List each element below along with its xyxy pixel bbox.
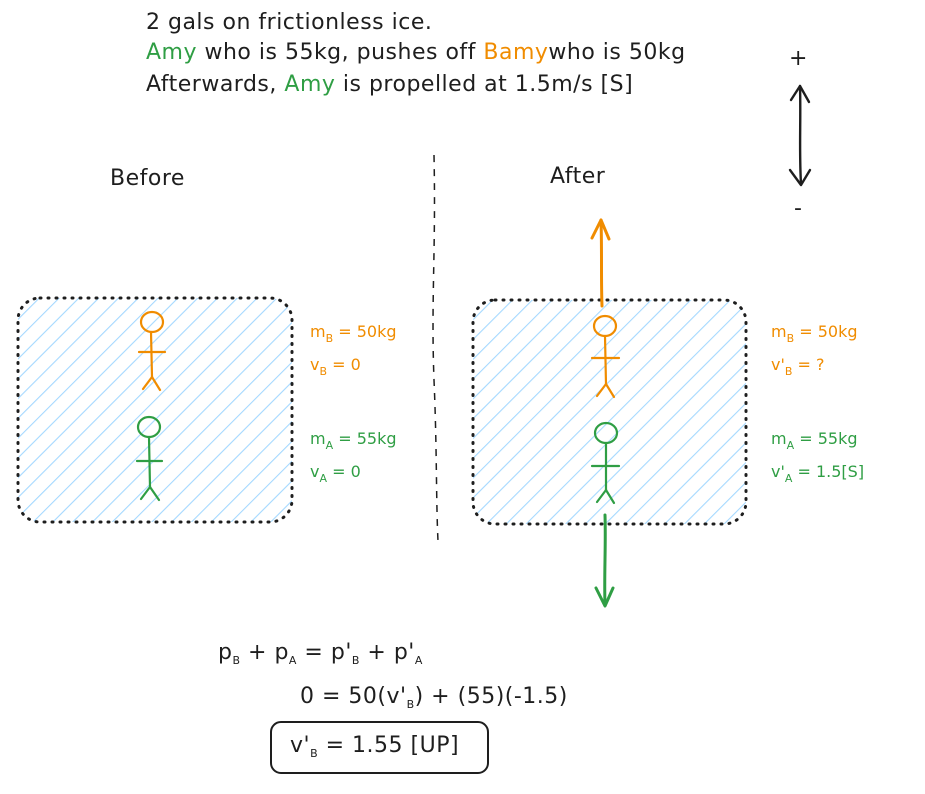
- subscript: A: [784, 472, 793, 485]
- value: = 55kg: [794, 429, 858, 448]
- before-after-divider: [432, 154, 439, 542]
- subscript: A: [288, 654, 297, 667]
- ice-rink-after: [471, 298, 748, 526]
- symbol: v: [310, 355, 320, 374]
- minus-sign: -: [794, 196, 803, 221]
- value: = 0: [327, 462, 361, 481]
- term: v': [290, 733, 311, 758]
- symbol: m: [771, 322, 787, 341]
- subscript: A: [319, 472, 327, 485]
- term: = 1.55 [UP]: [318, 733, 460, 758]
- subscript: A: [786, 439, 795, 452]
- problem-line-2: Amy who is 55kg, pushes off Bamywho is 5…: [146, 40, 686, 65]
- subscript: B: [786, 332, 795, 345]
- after-amy-mass: mA = 55kg: [771, 429, 857, 452]
- symbol: m: [310, 429, 326, 448]
- operator: +: [240, 640, 275, 665]
- before-amy-mass: mA = 55kg: [310, 429, 396, 452]
- before-amy-velocity: vA = 0: [310, 462, 361, 485]
- answer-equation: v'B = 1.55 [UP]: [290, 733, 459, 760]
- bamy-name: Bamy: [483, 40, 549, 65]
- subscript: B: [784, 365, 793, 378]
- term: 0 = 50(v': [300, 684, 407, 709]
- ice-rink-before: [16, 296, 294, 524]
- problem-line-2-mid: who is 55kg, pushes off: [197, 40, 484, 65]
- bamy-figure-after: [590, 314, 621, 399]
- substitution-equation: 0 = 50(v'B) + (55)(-1.5): [300, 684, 568, 711]
- value: = 55kg: [333, 429, 397, 448]
- before-title: Before: [110, 166, 185, 191]
- bamy-figure-before: [137, 310, 167, 392]
- subscript: A: [414, 654, 423, 667]
- subscript: B: [406, 698, 415, 711]
- term: p': [393, 640, 415, 665]
- amy-name: Amy: [146, 40, 197, 65]
- bamy-velocity-arrow: [590, 218, 611, 308]
- subscript: B: [325, 332, 334, 345]
- term: p: [274, 640, 289, 665]
- symbol: v: [310, 462, 320, 481]
- operator: +: [359, 640, 394, 665]
- amy-figure-after: [590, 421, 621, 505]
- subscript: A: [325, 439, 334, 452]
- operator: =: [296, 640, 331, 665]
- before-bamy-mass: mB = 50kg: [310, 322, 397, 345]
- term: p: [218, 640, 233, 665]
- problem-line-3-start: Afterwards,: [146, 72, 285, 97]
- problem-line-3: Afterwards, Amy is propelled at 1.5m/s […: [146, 72, 633, 97]
- problem-line-2-end: who is 50kg: [548, 40, 686, 65]
- after-bamy-velocity: v'B = ?: [771, 355, 825, 378]
- answer-box: [270, 721, 489, 774]
- term: p': [330, 640, 352, 665]
- value: = 50kg: [333, 322, 397, 341]
- plus-sign: +: [789, 46, 808, 71]
- problem-line-1: 2 gals on frictionless ice.: [146, 10, 432, 35]
- problem-line-3-end: is propelled at 1.5m/s [S]: [335, 72, 634, 97]
- term: ) + (55)(-1.5): [414, 684, 568, 709]
- symbol: m: [771, 429, 787, 448]
- problem-line-1-text: 2 gals on frictionless ice.: [146, 10, 433, 35]
- value: = 0: [327, 355, 361, 374]
- after-title: After: [550, 164, 606, 189]
- symbol: v': [771, 462, 785, 481]
- subscript: B: [232, 654, 241, 667]
- value: = 50kg: [794, 322, 858, 341]
- before-bamy-velocity: vB = 0: [310, 355, 361, 378]
- subscript: B: [310, 747, 319, 760]
- symbol: v': [771, 355, 785, 374]
- amy-velocity-arrow: [594, 513, 615, 608]
- value: = ?: [792, 355, 825, 374]
- amy-name-2: Amy: [284, 72, 336, 97]
- subscript: B: [319, 365, 328, 378]
- value: = 1.5[S]: [792, 462, 865, 481]
- direction-arrow: [788, 84, 812, 187]
- momentum-equation: pB + pA = p'B + p'A: [218, 640, 423, 667]
- after-amy-velocity: v'A = 1.5[S]: [771, 462, 864, 485]
- symbol: m: [310, 322, 326, 341]
- amy-figure-before: [135, 415, 164, 502]
- after-bamy-mass: mB = 50kg: [771, 322, 858, 345]
- subscript: B: [351, 654, 360, 667]
